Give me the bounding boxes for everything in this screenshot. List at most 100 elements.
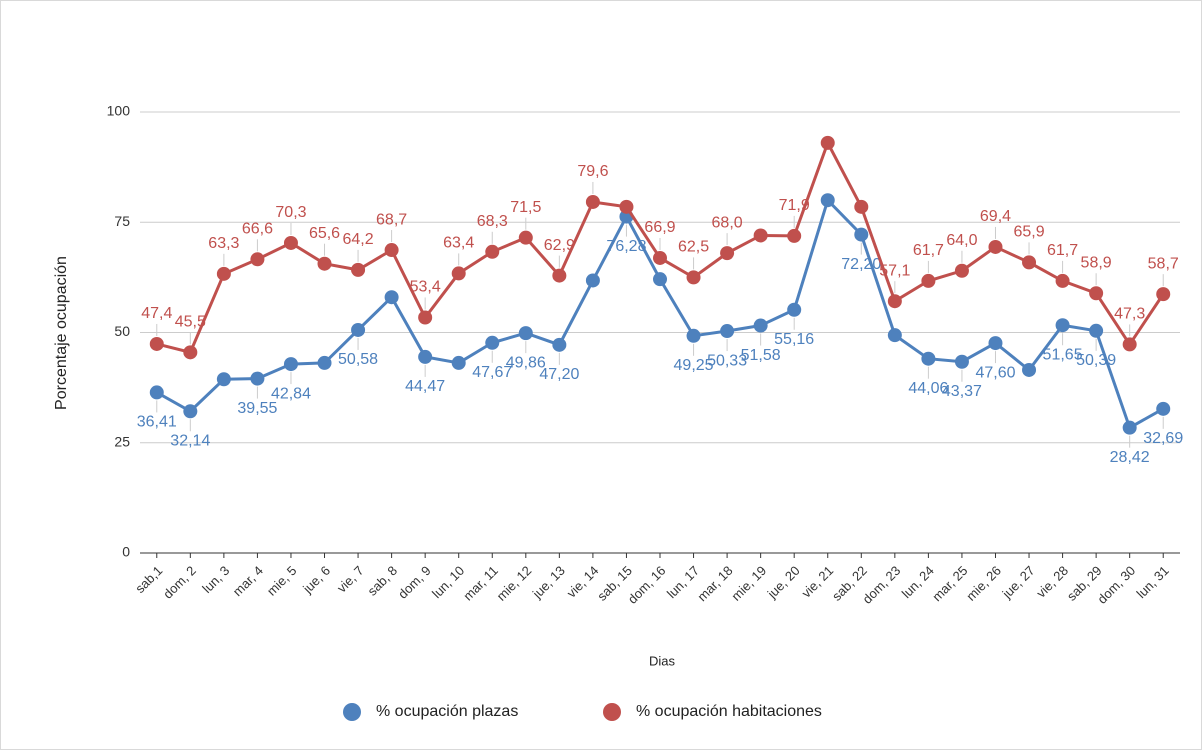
point bbox=[183, 345, 198, 360]
point bbox=[216, 266, 231, 281]
data-label: 64,0 bbox=[946, 232, 977, 249]
y-tick-label: 75 bbox=[114, 213, 130, 229]
data-label: 47,60 bbox=[975, 364, 1015, 381]
data-label: 64,2 bbox=[342, 231, 373, 248]
data-label: 70,3 bbox=[275, 204, 306, 221]
y-tick-label: 100 bbox=[107, 103, 131, 119]
y-tick-label: 25 bbox=[114, 433, 130, 449]
data-label: 79,6 bbox=[577, 163, 608, 180]
data-label: 71,9 bbox=[779, 197, 810, 214]
point bbox=[183, 404, 198, 419]
data-label: 71,5 bbox=[510, 199, 541, 216]
point bbox=[418, 310, 433, 325]
data-label: 43,37 bbox=[942, 383, 982, 400]
data-label: 63,4 bbox=[443, 235, 474, 252]
point bbox=[1089, 323, 1104, 338]
point bbox=[820, 135, 835, 150]
data-label: 32,14 bbox=[170, 432, 210, 449]
point bbox=[384, 243, 399, 258]
point bbox=[317, 355, 332, 370]
data-label: 68,0 bbox=[712, 214, 743, 231]
data-label: 44,47 bbox=[405, 378, 445, 395]
point bbox=[283, 357, 298, 372]
point bbox=[351, 322, 366, 337]
data-label: 65,6 bbox=[309, 225, 340, 242]
data-label: 47,3 bbox=[1114, 306, 1145, 323]
data-label: 58,9 bbox=[1081, 254, 1112, 271]
point bbox=[1022, 362, 1037, 377]
data-label: 68,7 bbox=[376, 211, 407, 228]
data-label: 47,4 bbox=[141, 305, 172, 322]
data-label: 55,16 bbox=[774, 331, 814, 348]
data-label: 50,33 bbox=[707, 352, 747, 369]
x-axis-title: Dias bbox=[649, 653, 676, 668]
point bbox=[250, 252, 265, 267]
data-label: 57,1 bbox=[879, 262, 910, 279]
point bbox=[1089, 286, 1104, 301]
point bbox=[753, 318, 768, 333]
point bbox=[887, 328, 902, 343]
legend-marker bbox=[603, 703, 621, 721]
point bbox=[619, 199, 634, 214]
point bbox=[585, 273, 600, 288]
data-label: 47,67 bbox=[472, 364, 512, 381]
point bbox=[585, 194, 600, 209]
point bbox=[1156, 287, 1171, 302]
data-label: 68,3 bbox=[477, 213, 508, 230]
point bbox=[216, 372, 231, 387]
point bbox=[720, 324, 735, 339]
data-label: 36,41 bbox=[137, 414, 177, 431]
point bbox=[854, 199, 869, 214]
data-label: 62,5 bbox=[678, 239, 709, 256]
point bbox=[653, 250, 667, 265]
y-axis-title: Porcentaje ocupación bbox=[53, 256, 70, 410]
data-label: 62,9 bbox=[544, 237, 575, 254]
data-label: 47,20 bbox=[539, 366, 579, 383]
data-label: 72,20 bbox=[841, 256, 881, 273]
data-label: 58,7 bbox=[1148, 255, 1179, 272]
data-label: 49,86 bbox=[506, 354, 546, 371]
data-label: 50,58 bbox=[338, 351, 378, 368]
y-tick-label: 0 bbox=[122, 544, 130, 560]
point bbox=[1156, 401, 1171, 416]
data-label: 42,84 bbox=[271, 385, 311, 402]
data-label: 66,9 bbox=[644, 219, 675, 236]
data-label: 45,5 bbox=[175, 314, 206, 331]
data-label: 32,69 bbox=[1143, 430, 1183, 447]
data-label: 51,65 bbox=[1043, 346, 1083, 363]
point bbox=[351, 262, 366, 277]
data-label: 53,4 bbox=[410, 279, 441, 296]
point bbox=[686, 270, 701, 285]
data-label: 76,28 bbox=[606, 238, 646, 255]
point bbox=[552, 268, 567, 283]
point bbox=[820, 193, 835, 208]
point bbox=[1055, 318, 1070, 333]
point bbox=[921, 351, 936, 366]
data-label: 63,3 bbox=[208, 235, 239, 252]
legend-label: % ocupación plazas bbox=[376, 703, 518, 720]
point bbox=[250, 371, 265, 386]
data-label: 69,4 bbox=[980, 208, 1011, 225]
point bbox=[317, 256, 332, 271]
data-label: 44,06 bbox=[908, 380, 948, 397]
point bbox=[1122, 337, 1137, 352]
legend-label: % ocupación habitaciones bbox=[636, 703, 822, 720]
point bbox=[1055, 273, 1070, 288]
point bbox=[485, 244, 500, 259]
point bbox=[887, 294, 902, 309]
point bbox=[686, 328, 701, 343]
data-label: 65,9 bbox=[1013, 224, 1044, 241]
data-label: 49,25 bbox=[674, 357, 714, 374]
point bbox=[451, 355, 466, 370]
data-label: 61,7 bbox=[1047, 242, 1078, 259]
point bbox=[552, 337, 567, 352]
data-label: 61,7 bbox=[913, 242, 944, 259]
point bbox=[988, 336, 1003, 351]
point bbox=[954, 354, 969, 369]
point bbox=[854, 227, 869, 242]
point bbox=[283, 235, 298, 250]
data-label: 66,6 bbox=[242, 221, 273, 238]
point bbox=[149, 385, 164, 400]
